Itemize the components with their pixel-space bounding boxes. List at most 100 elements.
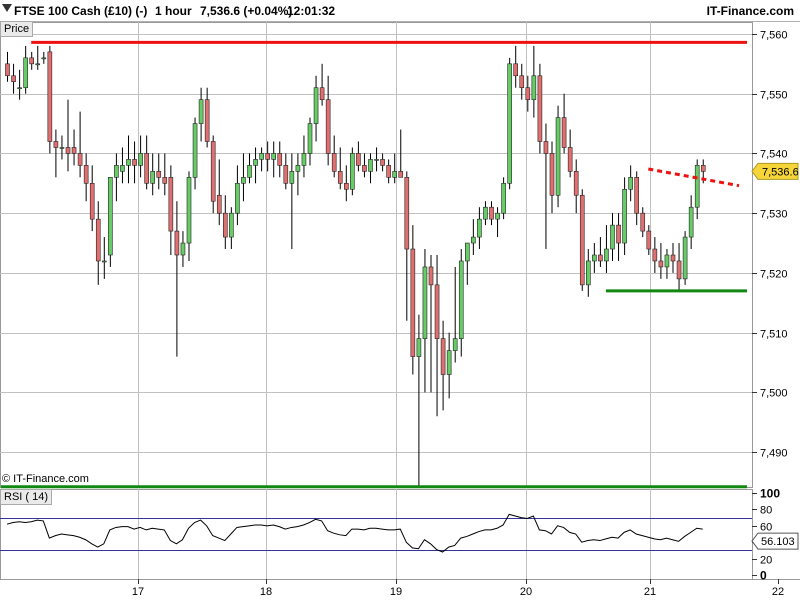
price-panel-label: Price <box>0 21 34 37</box>
candle-body <box>646 230 652 250</box>
candle-body <box>386 165 391 178</box>
candle-body <box>47 51 53 142</box>
candle-body <box>640 212 646 232</box>
candle-body <box>507 63 512 184</box>
candle-body <box>343 183 349 190</box>
candle-body <box>108 177 113 256</box>
candle-body <box>241 177 246 184</box>
price-badge-label: 7,536.6 <box>762 166 799 178</box>
price-panel-frame <box>0 22 753 488</box>
candle-body <box>132 159 137 166</box>
x-tick-label: 19 <box>390 586 402 598</box>
candle-body <box>495 212 500 220</box>
candle-body <box>592 254 597 262</box>
candle-body <box>483 206 488 220</box>
candle-body <box>83 165 89 184</box>
rsi-tick-label: 20 <box>760 555 772 567</box>
candle-body <box>561 117 567 148</box>
clock-time: 12:01:32 <box>287 4 336 18</box>
candle-body <box>579 194 585 286</box>
candle-body <box>604 248 609 262</box>
candle-body <box>313 87 319 124</box>
candle-body <box>464 242 470 262</box>
candle-body <box>404 177 410 250</box>
timeframe-label: 1 hour <box>155 4 192 18</box>
price-badge <box>751 162 799 180</box>
candle-body <box>350 153 355 190</box>
candle-body <box>610 224 615 250</box>
rsi-tick-label: 80 <box>760 505 772 517</box>
x-tick-label: 22 <box>772 586 784 598</box>
candle-body <box>446 350 452 375</box>
price-tick-label: 7,560 <box>760 30 788 42</box>
candle-body <box>102 260 107 263</box>
candle-body <box>138 153 143 166</box>
candle-body <box>265 153 270 160</box>
rsi-line <box>6 513 703 553</box>
candle-body <box>652 248 658 262</box>
copyright-text: © IT-Finance.com <box>2 473 89 485</box>
candle-body <box>477 218 482 238</box>
candle-body <box>89 183 95 220</box>
title-bar: FTSE 100 Cash (£10) (-) 1 hour 7,536.6 (… <box>0 0 800 22</box>
candle-body <box>126 159 131 166</box>
x-tick-label: 17 <box>132 586 144 598</box>
brand-name: IT-Finance.com <box>706 4 794 18</box>
candle-body <box>331 153 337 172</box>
x-tick-label: 20 <box>520 586 532 598</box>
candle-body <box>694 165 700 208</box>
rsi-tick-label: 100 <box>760 487 780 501</box>
rsi-badge-label: 56.103 <box>761 536 795 548</box>
candle-body <box>210 141 216 202</box>
candle-body <box>362 165 367 172</box>
candle-body <box>319 87 325 100</box>
candle-body <box>247 165 252 178</box>
candle-body <box>422 266 428 339</box>
rsi-tick-label: 0 <box>760 569 767 583</box>
candle-body <box>585 260 591 286</box>
candle-body <box>65 147 71 154</box>
x-tick-label: 18 <box>260 586 272 598</box>
candle-body <box>567 147 573 172</box>
candle-body <box>17 87 22 90</box>
candle-body <box>192 123 198 178</box>
candle-body <box>410 248 416 357</box>
candle-body <box>35 63 41 66</box>
candle-body <box>259 153 264 160</box>
candle-body <box>156 171 162 178</box>
candle-body <box>670 254 676 262</box>
candle-body <box>458 260 464 339</box>
candle-body <box>440 338 446 375</box>
candle-body <box>77 153 83 166</box>
candle-body <box>549 153 555 196</box>
candle-body <box>682 236 688 280</box>
candle-body <box>277 153 283 166</box>
candle-body <box>700 165 706 172</box>
candle-body <box>374 159 379 161</box>
candle-body <box>216 194 222 214</box>
candle-body <box>676 260 682 280</box>
candle-body <box>271 153 277 160</box>
candle-body <box>489 206 494 220</box>
x-tick-label: 21 <box>644 586 656 598</box>
candle-body <box>223 212 228 238</box>
rsi-badge <box>751 532 799 550</box>
candle-body <box>53 141 59 148</box>
candle-body <box>198 99 204 124</box>
rsi-panel-label: RSI ( 14) <box>0 489 53 505</box>
candle-body <box>235 183 240 214</box>
candle-body <box>144 153 149 184</box>
price-tick-label: 7,500 <box>760 388 788 400</box>
candle-body <box>162 177 168 184</box>
candle-body <box>664 254 670 268</box>
candle-body <box>416 338 422 357</box>
candle-body <box>41 57 47 60</box>
candle-body <box>307 123 313 154</box>
candle-body <box>295 165 301 172</box>
candle-body <box>525 87 531 100</box>
candle-body <box>380 159 385 166</box>
candle-body <box>289 171 295 184</box>
dropdown-triangle-icon[interactable] <box>2 4 12 12</box>
candle-body <box>622 188 627 244</box>
